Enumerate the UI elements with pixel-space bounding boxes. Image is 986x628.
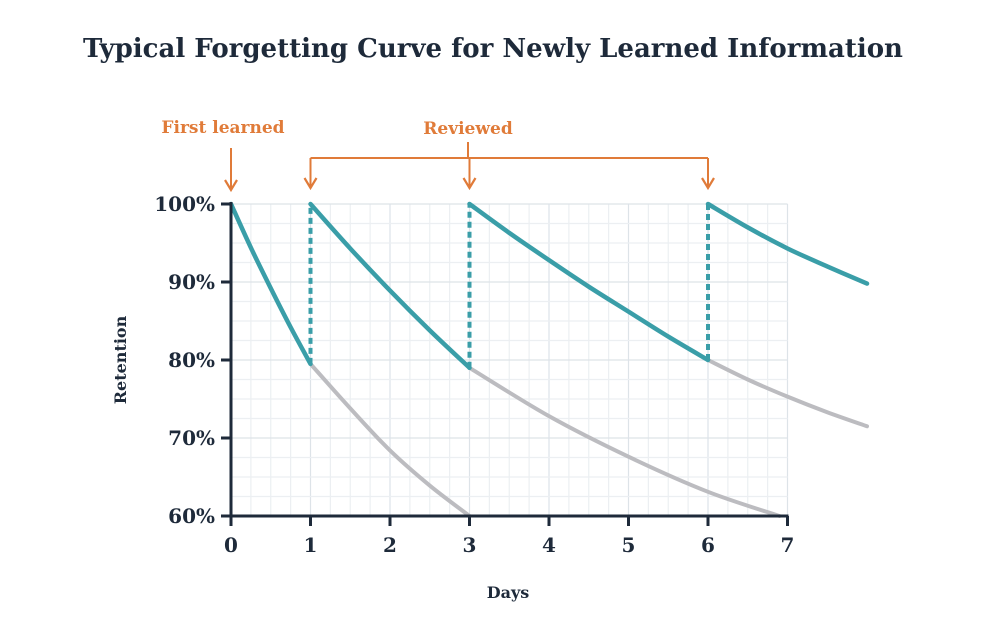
retention-curve [467,201,711,363]
reviewed-label: Reviewed [423,119,513,139]
decay-curve [706,358,869,429]
annotations: First learned Reviewed [161,118,715,193]
arrow-down-icon [701,177,715,191]
chart-title: Typical Forgetting Curve for Newly Learn… [83,34,903,64]
x-tick-label: 5 [622,533,636,557]
y-tick-label: 90% [168,270,215,294]
y-axis-label: Retention [111,315,130,404]
y-tick-label: 60% [168,504,215,528]
decay-curve [308,361,472,518]
x-tick-label: 6 [701,533,715,557]
retention-curve [228,201,313,367]
retention-curve [705,201,870,286]
y-tick-label: 70% [168,426,215,450]
first-learned-label: First learned [161,118,284,138]
x-tick-label: 3 [463,533,477,557]
y-tick-label: 100% [154,192,215,216]
y-tick-label: 80% [168,348,215,372]
x-tick-label: 4 [542,533,556,557]
decay-curve [467,365,782,518]
axes: 0 1 2 3 4 5 6 7 60% 70% 80% 90% 100% [154,192,794,557]
x-axis-label: Days [487,583,530,602]
curves [228,201,870,518]
arrow-down-icon [224,179,238,193]
retention-curve [308,201,472,371]
grid [230,203,789,517]
arrow-down-icon [462,177,477,191]
x-tick-label: 7 [781,533,795,557]
x-tick-label: 2 [383,533,397,557]
x-tick-label: 1 [304,533,318,557]
x-tick-label: 0 [224,533,238,557]
arrow-down-icon [303,177,318,191]
